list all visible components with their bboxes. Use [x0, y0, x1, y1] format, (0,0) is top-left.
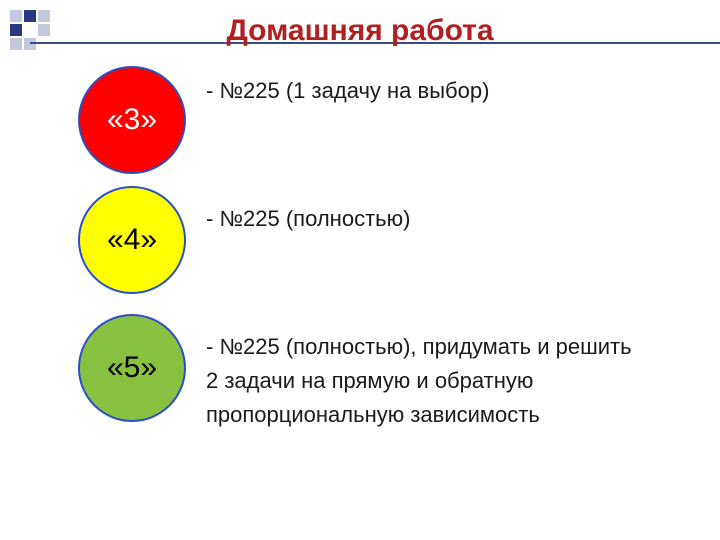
task-text: - №225 (полностью)	[206, 200, 410, 236]
homework-row: «5» - №225 (полностью), придумать и реши…	[78, 328, 680, 438]
task-text: - №225 (полностью), придумать и решить 2…	[206, 328, 636, 432]
grade-label: «5»	[107, 351, 157, 385]
page-title: Домашняя работа	[40, 14, 680, 48]
homework-row: «4» - №225 (полностью)	[78, 200, 680, 310]
slide: Домашняя работа «3» - №225 (1 задачу на …	[0, 0, 720, 540]
grade-badge-4: «4»	[78, 186, 186, 294]
grade-badge-5: «5»	[78, 314, 186, 422]
grade-label: «4»	[107, 223, 157, 257]
task-text: - №225 (1 задачу на выбор)	[206, 72, 489, 108]
grade-label: «3»	[107, 103, 157, 137]
homework-list: «3» - №225 (1 задачу на выбор) «4» - №22…	[78, 72, 680, 438]
homework-row: «3» - №225 (1 задачу на выбор)	[78, 72, 680, 182]
grade-badge-3: «3»	[78, 66, 186, 174]
